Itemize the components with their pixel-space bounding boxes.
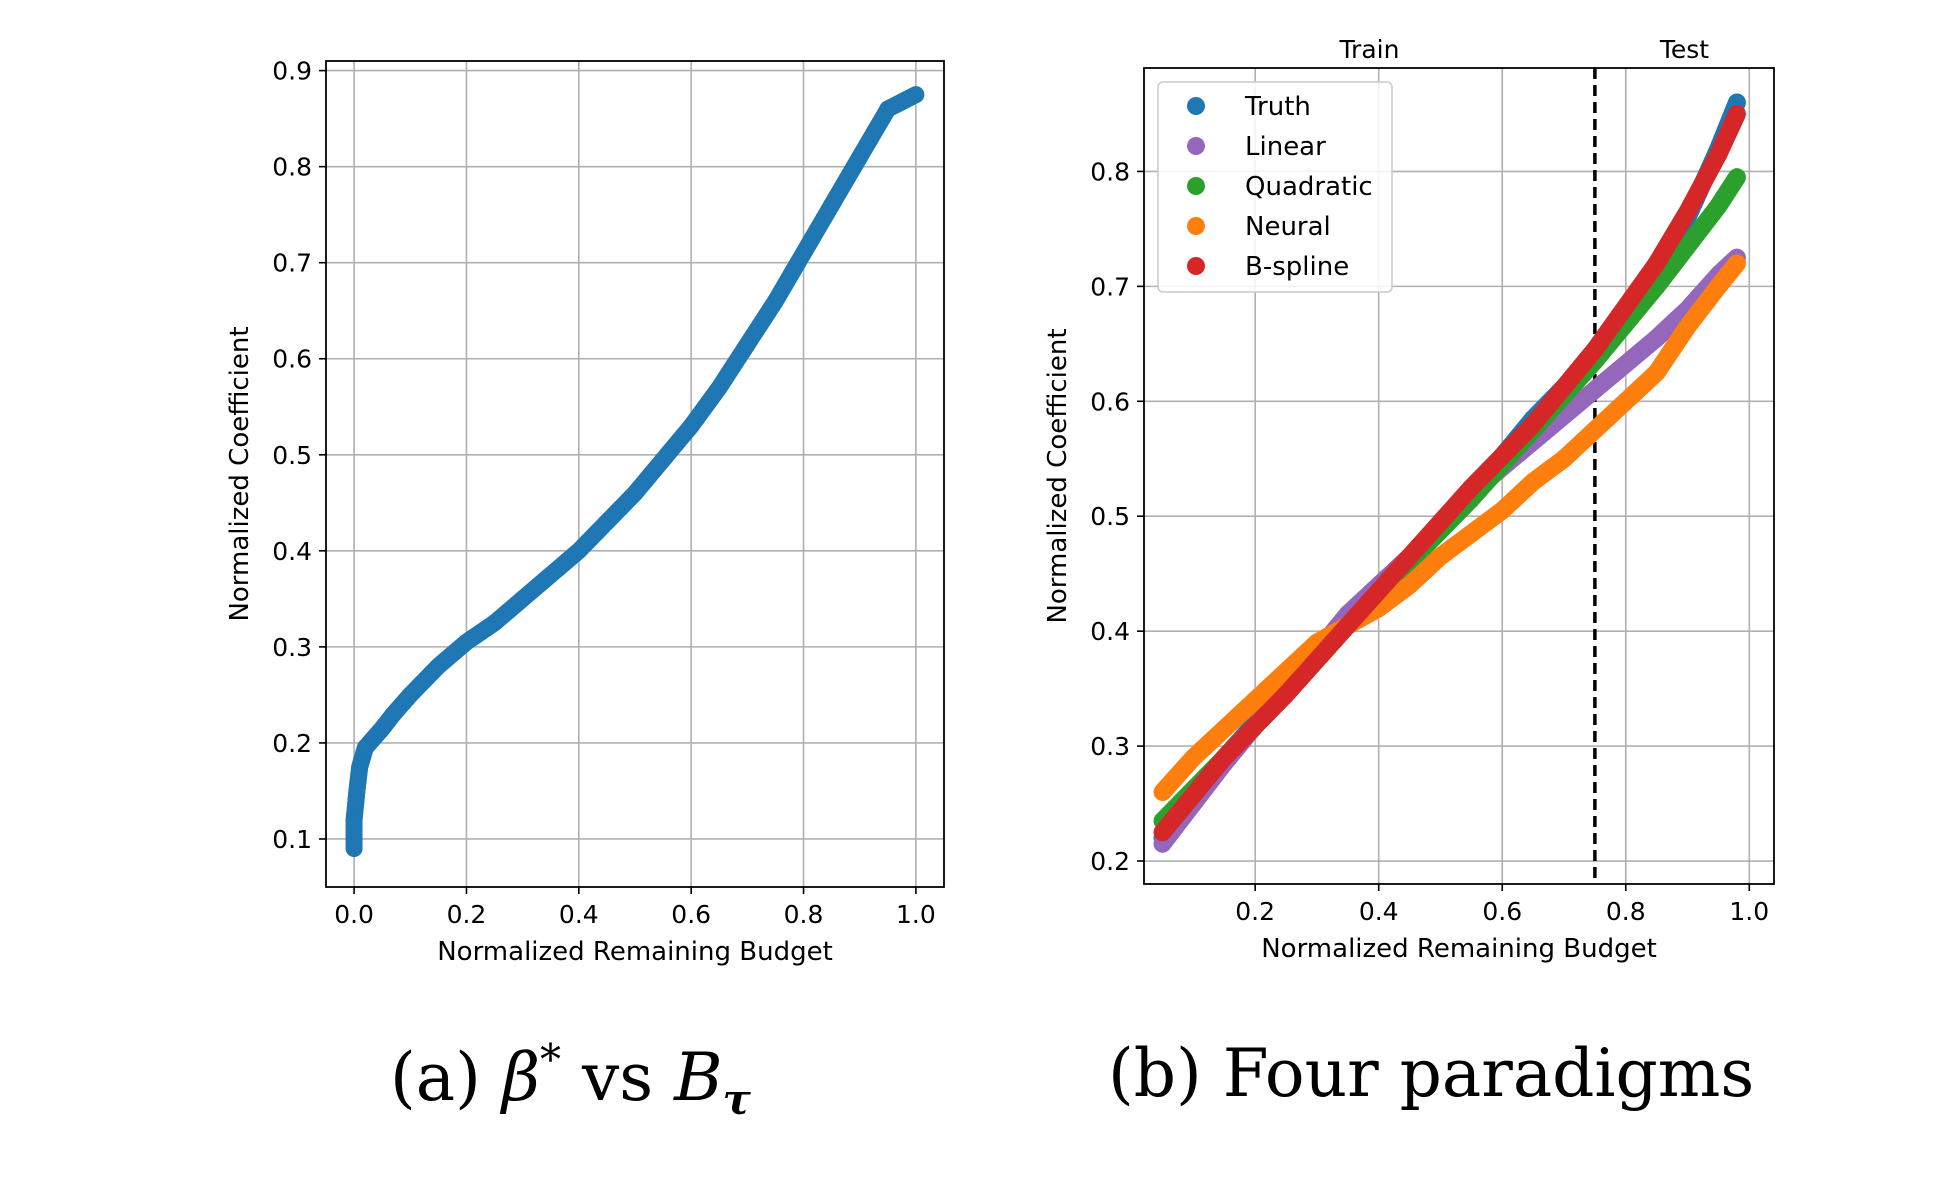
region-label-train: Train [1338,35,1399,64]
x-tick-label: 1.0 [1729,897,1769,926]
legend-label: B-spline [1245,252,1349,282]
series [345,86,925,858]
x-tick-label: 0.2 [447,900,487,929]
x-tick-label: 0.8 [784,900,824,929]
data-point [1727,254,1746,273]
series-neural [1153,254,1746,802]
legend-item: Neural [1187,212,1331,242]
y-tick-label: 0.7 [1090,272,1130,301]
x-tick-label: 0.2 [1235,897,1275,926]
y-tick-label: 0.5 [272,441,312,470]
y-tick-label: 0.4 [1090,617,1130,646]
plot-frame [1143,67,1775,885]
x-tick-label: 0.4 [1359,897,1399,926]
y-tick-label: 0.6 [272,345,312,374]
chart-a: 0.0 0.2 0.4 0.6 0.8 1.0 0.1 0.2 0.3 0.4 0.5 0.6 0.7 0… [225,57,945,967]
legend: Truth Linear Quadratic Neural B-spline [1157,81,1393,293]
legend-item: Linear [1187,132,1326,162]
legend-marker [1187,137,1205,155]
caption-a: (a) β* vs Bτ [390,1035,751,1124]
caption-a-label: (a) [390,1039,481,1116]
legend-label: Truth [1244,92,1311,122]
legend-marker [1187,177,1205,195]
legend-marker [1187,97,1205,115]
y-tick-label: 0.3 [1090,732,1130,761]
y-tick-label: 0.2 [1090,847,1130,876]
data-point [907,86,925,104]
legend-label: Quadratic [1245,172,1373,202]
x-tick-label: 0.8 [1606,897,1646,926]
y-tick-label: 0.8 [1090,157,1130,186]
caption-a-b: B [674,1039,723,1116]
x-tick-label: 0.4 [559,900,599,929]
y-tick-label: 0.2 [272,729,312,758]
legend-item: Truth [1187,92,1311,122]
legend-item: B-spline [1187,252,1349,282]
legend-marker [1187,257,1205,275]
y-tick-label: 0.8 [272,153,312,182]
caption-a-vs: vs [581,1039,654,1116]
x-axis-label: Normalized Remaining Budget [1261,934,1657,964]
x-tick-label: 0.0 [334,900,374,929]
y-tick-label: 0.7 [272,249,312,278]
legend-item: Quadratic [1187,172,1373,202]
x-tick-label: 0.6 [671,900,711,929]
caption-a-beta: β [501,1039,540,1116]
x-tick-label: 0.6 [1482,897,1522,926]
chart-b: 0.2 0.4 0.6 0.8 1.0 0.2 0.3 0.4 0.5 0.6 0.7 0.8 Trai… [1043,35,1775,964]
y-axis-label: Normalized Coefficient [1043,328,1073,623]
legend-frame [1157,81,1393,293]
y-tick-label: 0.4 [272,537,312,566]
data-point [1727,104,1746,123]
legend-label: Linear [1245,132,1326,162]
caption-b: (b) Four paradigms [1108,1035,1755,1112]
caption-a-star: * [540,1035,561,1084]
series-b-spline [1153,104,1746,842]
region-label-test: Test [1659,35,1709,64]
plot-frame [325,60,945,888]
data-point [1727,168,1746,187]
caption-a-tau: τ [722,1075,751,1124]
x-axis-label: Normalized Remaining Budget [437,937,833,967]
legend-marker [1187,217,1205,235]
y-tick-label: 0.6 [1090,387,1130,416]
y-tick-label: 0.3 [272,633,312,662]
x-tick-label: 1.0 [896,900,936,929]
y-axis-label: Normalized Coefficient [225,326,255,621]
y-tick-label: 0.5 [1090,502,1130,531]
y-tick-label: 0.1 [272,825,312,854]
legend-label: Neural [1245,212,1331,242]
y-tick-label: 0.9 [272,57,312,86]
